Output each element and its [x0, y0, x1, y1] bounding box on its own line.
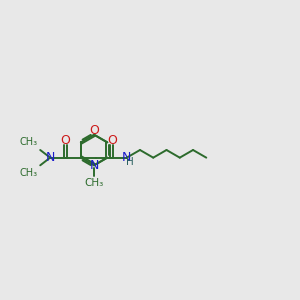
Text: N: N [122, 151, 131, 164]
Text: CH₃: CH₃ [84, 178, 104, 188]
Text: N: N [46, 151, 55, 164]
Text: N: N [89, 159, 99, 172]
Text: O: O [89, 124, 99, 137]
Text: CH₃: CH₃ [20, 137, 38, 147]
Text: H: H [126, 158, 134, 167]
Text: O: O [107, 134, 117, 147]
Text: O: O [60, 134, 70, 147]
Text: CH₃: CH₃ [20, 168, 38, 178]
